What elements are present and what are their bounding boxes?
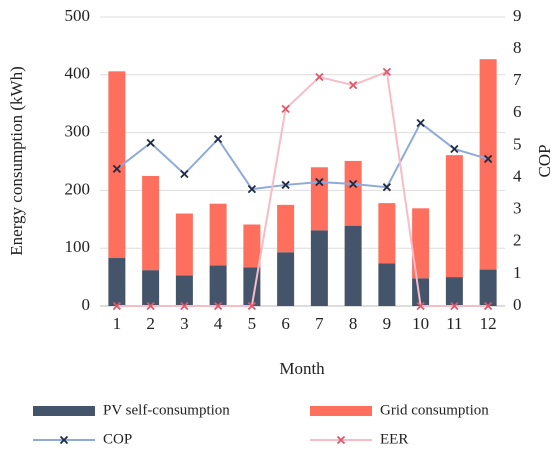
x-tick-label: 11	[446, 314, 462, 333]
line-marker	[180, 301, 189, 311]
y2-tick-label: 4	[513, 166, 522, 185]
bar-segment	[479, 59, 497, 270]
x-tick-label: 4	[214, 314, 223, 333]
bar-segment	[108, 71, 126, 259]
x-tick-label: 1	[113, 314, 122, 333]
line-marker	[281, 104, 290, 113]
y2-axis-label: COP	[535, 144, 554, 177]
line-marker	[483, 154, 493, 164]
x-tick-label: 8	[349, 314, 358, 333]
bar-segment	[310, 167, 328, 231]
bar-segment	[445, 277, 463, 306]
bar-segment	[378, 263, 396, 306]
bar-segment	[277, 204, 295, 253]
bar-segment	[209, 203, 227, 266]
bar-segment	[175, 275, 193, 306]
legend-swatch	[33, 406, 95, 416]
line-marker	[247, 184, 257, 194]
bar-segment	[479, 269, 497, 306]
x-tick-label: 2	[146, 314, 155, 333]
line-marker	[315, 72, 324, 82]
line-marker	[180, 169, 189, 179]
legend-label: Grid consumption	[380, 402, 489, 418]
legend-label: EER	[380, 431, 408, 447]
bar-segment	[142, 175, 160, 271]
y-tick-label: 500	[65, 6, 91, 25]
legend-label: PV self-consumption	[103, 402, 230, 418]
y2-tick-label: 6	[513, 102, 522, 121]
bar-segment	[108, 258, 126, 306]
line-marker	[315, 177, 324, 187]
line-marker	[416, 301, 425, 311]
x-tick-label: 6	[281, 314, 290, 333]
x-tick-label: 7	[315, 314, 324, 333]
y2-tick-label: 9	[513, 6, 522, 25]
line-marker	[382, 67, 392, 77]
y2-tick-label: 5	[513, 134, 522, 153]
line-marker	[213, 134, 223, 144]
bar-segment	[310, 230, 328, 306]
y-tick-label: 400	[65, 64, 91, 83]
line-marker	[146, 138, 155, 148]
y2-tick-label: 2	[513, 231, 522, 250]
bar-segment	[412, 278, 430, 306]
y2-tick-label: 7	[513, 70, 522, 89]
line-marker	[112, 164, 122, 174]
line-marker	[348, 179, 358, 189]
line	[116, 121, 489, 191]
x-tick-label: 12	[480, 314, 497, 333]
line-marker	[213, 301, 223, 311]
line-marker	[382, 183, 392, 192]
bar-segment	[209, 265, 227, 306]
y-tick-label: 200	[65, 179, 91, 198]
bar-segment	[412, 208, 430, 279]
y-tick-label: 0	[82, 295, 91, 314]
line-marker	[146, 301, 155, 311]
bar-segment	[142, 270, 160, 306]
line-marker	[112, 301, 122, 311]
bar-segment	[175, 213, 193, 276]
x-tick-label: 5	[248, 314, 257, 333]
x-tick-label: 9	[383, 314, 392, 333]
bar-segment	[277, 252, 295, 306]
y-axis-label: Energy consumption (kWh)	[7, 66, 26, 255]
bar-segment	[378, 203, 396, 264]
y2-tick-label: 8	[513, 38, 522, 57]
line-marker	[416, 118, 425, 128]
x-axis-label: Month	[279, 359, 325, 378]
y2-tick-label: 1	[513, 263, 522, 282]
y-tick-label: 300	[65, 122, 91, 141]
line-marker	[483, 301, 493, 311]
bar-segment	[445, 155, 463, 278]
legend-label: COP	[103, 431, 132, 447]
legend-swatch	[310, 406, 372, 416]
legend-marker	[336, 435, 346, 445]
bar-segment	[344, 225, 362, 306]
y2-tick-label: 0	[513, 295, 522, 314]
line-marker	[348, 80, 358, 90]
line-marker	[450, 144, 459, 154]
y2-tick-label: 3	[513, 199, 522, 218]
bar-segment	[344, 160, 362, 226]
x-tick-label: 10	[412, 314, 429, 333]
bar-segment	[243, 224, 261, 268]
y-tick-label: 100	[65, 237, 91, 256]
line-marker	[450, 301, 459, 311]
line-marker	[281, 180, 290, 190]
legend-marker	[59, 435, 69, 445]
x-tick-label: 3	[180, 314, 189, 333]
line	[116, 70, 489, 307]
line-marker	[247, 301, 257, 311]
